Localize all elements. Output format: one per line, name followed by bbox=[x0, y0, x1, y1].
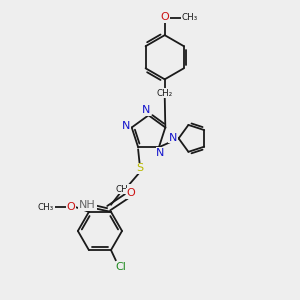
Text: N: N bbox=[169, 133, 178, 143]
Text: CH₂: CH₂ bbox=[157, 89, 173, 98]
Text: NH: NH bbox=[79, 200, 96, 210]
Text: N: N bbox=[142, 105, 150, 115]
Text: CH₃: CH₃ bbox=[182, 13, 198, 22]
Text: S: S bbox=[136, 164, 143, 173]
Text: CH₃: CH₃ bbox=[38, 203, 54, 212]
Text: O: O bbox=[66, 202, 75, 212]
Text: N: N bbox=[122, 121, 130, 131]
Text: N: N bbox=[156, 148, 165, 158]
Text: O: O bbox=[160, 13, 169, 22]
Text: CH₂: CH₂ bbox=[115, 184, 131, 194]
Text: O: O bbox=[127, 188, 136, 198]
Text: Cl: Cl bbox=[116, 262, 126, 272]
